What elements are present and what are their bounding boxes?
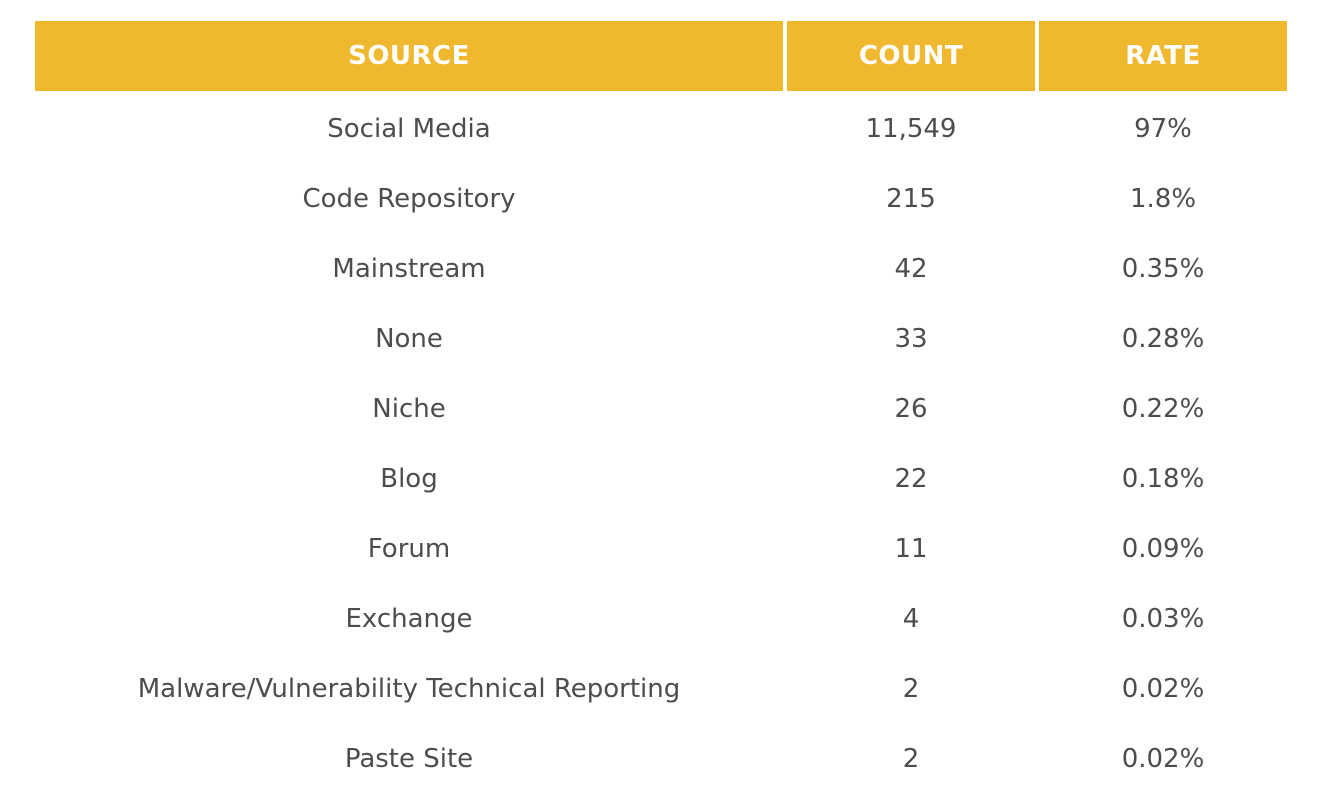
rate-cell: 0.35% xyxy=(1121,254,1205,284)
rate-cell: 0.09% xyxy=(1121,534,1205,564)
header-source: SOURCE xyxy=(35,21,783,91)
rate-cell: 0.18% xyxy=(1121,464,1205,494)
count-cell: 33 xyxy=(894,324,928,354)
table-row: Mainstream 42 0.35% xyxy=(35,234,1287,304)
header-count: COUNT xyxy=(787,21,1035,91)
source-cell: Paste Site xyxy=(344,744,474,774)
table-row: Exchange 4 0.03% xyxy=(35,584,1287,654)
count-cell: 11,549 xyxy=(865,114,957,144)
count-cell: 42 xyxy=(894,254,928,284)
source-cell: Mainstream xyxy=(332,254,486,284)
table-row: Code Repository 215 1.8% xyxy=(35,164,1287,234)
table-row: Niche 26 0.22% xyxy=(35,374,1287,444)
table-row: Blog 22 0.18% xyxy=(35,444,1287,514)
table-header-row: SOURCE COUNT RATE xyxy=(35,21,1287,91)
source-cell: Social Media xyxy=(327,114,491,144)
count-cell: 26 xyxy=(894,394,928,424)
rate-cell: 0.02% xyxy=(1121,744,1205,774)
count-cell: 11 xyxy=(894,534,928,564)
table-row: None 33 0.28% xyxy=(35,304,1287,374)
table-body: Social Media 11,549 97% Code Repository … xyxy=(35,94,1287,794)
rate-cell: 97% xyxy=(1134,114,1192,144)
count-cell: 215 xyxy=(886,184,936,214)
rate-cell: 0.02% xyxy=(1121,674,1205,704)
rate-cell: 0.28% xyxy=(1121,324,1205,354)
table-row: Malware/Vulnerability Technical Reportin… xyxy=(35,654,1287,724)
source-cell: Forum xyxy=(367,534,451,564)
table-row: Social Media 11,549 97% xyxy=(35,94,1287,164)
count-cell: 2 xyxy=(902,674,920,704)
count-cell: 4 xyxy=(902,604,920,634)
rate-cell: 0.03% xyxy=(1121,604,1205,634)
table-row: Paste Site 2 0.02% xyxy=(35,724,1287,794)
source-cell: Blog xyxy=(380,464,438,494)
rate-cell: 0.22% xyxy=(1121,394,1205,424)
source-cell: None xyxy=(375,324,443,354)
table-row: Forum 11 0.09% xyxy=(35,514,1287,584)
rate-cell: 1.8% xyxy=(1129,184,1197,214)
source-cell: Niche xyxy=(372,394,446,424)
source-cell: Exchange xyxy=(345,604,473,634)
source-cell: Malware/Vulnerability Technical Reportin… xyxy=(137,674,681,704)
count-cell: 2 xyxy=(902,744,920,774)
count-cell: 22 xyxy=(894,464,928,494)
source-cell: Code Repository xyxy=(302,184,516,214)
header-rate: RATE xyxy=(1039,21,1287,91)
source-table: SOURCE COUNT RATE Social Media 11,549 97… xyxy=(35,21,1287,794)
